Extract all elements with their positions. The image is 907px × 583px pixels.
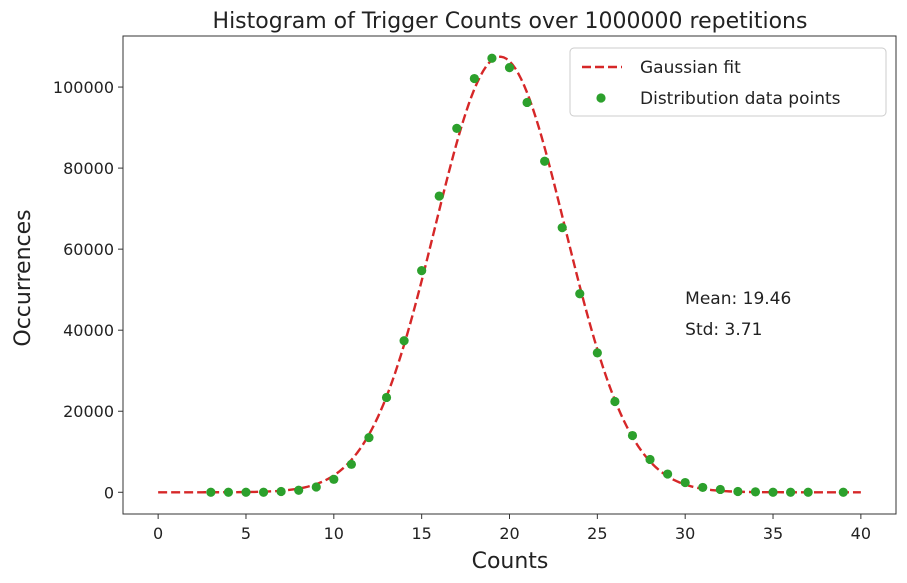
data-point xyxy=(417,266,427,276)
x-tick-label: 10 xyxy=(324,524,344,543)
data-point xyxy=(276,486,286,497)
data-point xyxy=(258,487,269,497)
x-axis-label: Counts xyxy=(472,549,549,574)
data-point xyxy=(487,53,497,63)
data-point xyxy=(522,97,532,108)
data-point xyxy=(715,484,725,495)
data-point xyxy=(592,348,602,358)
y-tick-label: 80000 xyxy=(63,159,114,178)
y-tick-label: 100000 xyxy=(53,78,114,97)
data-point xyxy=(610,396,620,407)
data-point xyxy=(680,477,690,488)
x-tick-label: 0 xyxy=(153,524,163,543)
stat-annotation: Mean: 19.46 xyxy=(685,289,791,309)
data-point xyxy=(733,486,743,497)
data-point xyxy=(698,482,708,493)
legend: Gaussian fit Distribution data points xyxy=(569,47,887,117)
data-point xyxy=(785,487,796,497)
x-tick-label: 25 xyxy=(587,524,607,543)
data-point xyxy=(838,487,848,497)
data-point xyxy=(206,487,216,497)
annotations: Mean: 19.46 Std: 3.71 xyxy=(685,289,791,340)
data-point xyxy=(241,487,251,497)
x-tick-label: 20 xyxy=(499,524,519,543)
data-point xyxy=(575,289,585,299)
data-point xyxy=(381,392,392,403)
stat-annotation: Std: 3.71 xyxy=(685,320,762,340)
data-point xyxy=(557,223,567,233)
x-tick-label: 5 xyxy=(241,524,251,543)
data-point xyxy=(469,73,479,84)
x-tick-label: 30 xyxy=(675,524,695,543)
data-point xyxy=(452,123,462,133)
data-point xyxy=(750,487,761,497)
chart-title: Histogram of Trigger Counts over 1000000… xyxy=(213,9,808,34)
data-point xyxy=(399,336,409,346)
legend-label: Gaussian fit xyxy=(640,58,741,78)
series-layer xyxy=(158,53,861,497)
x-tick-label: 40 xyxy=(851,524,871,543)
y-tick-label: 20000 xyxy=(63,402,114,421)
data-point xyxy=(434,191,444,201)
data-point xyxy=(645,454,655,465)
data-point xyxy=(364,432,374,443)
gaussian-fit-line xyxy=(158,55,861,494)
y-axis-label: Occurrences xyxy=(11,209,36,346)
y-axis: 0 20000 40000 60000 80000 100000 xyxy=(53,78,123,502)
data-point xyxy=(329,474,339,484)
data-point xyxy=(663,469,673,479)
data-point xyxy=(223,487,234,497)
data-point xyxy=(504,63,515,73)
data-point xyxy=(540,156,550,166)
y-tick-label: 40000 xyxy=(63,321,114,340)
x-axis: 0 5 10 15 20 25 30 35 40 xyxy=(153,514,871,543)
data-point xyxy=(803,487,813,497)
data-point xyxy=(768,487,778,497)
data-point xyxy=(311,482,321,492)
y-tick-label: 0 xyxy=(104,483,114,502)
data-point xyxy=(346,459,356,469)
x-tick-label: 15 xyxy=(411,524,431,543)
x-tick-label: 35 xyxy=(763,524,783,543)
data-point xyxy=(627,430,638,441)
legend-marker-swatch xyxy=(596,93,606,103)
legend-box xyxy=(569,47,887,117)
data-point xyxy=(294,485,304,495)
y-tick-label: 60000 xyxy=(63,240,114,259)
legend-label: Distribution data points xyxy=(640,89,841,109)
